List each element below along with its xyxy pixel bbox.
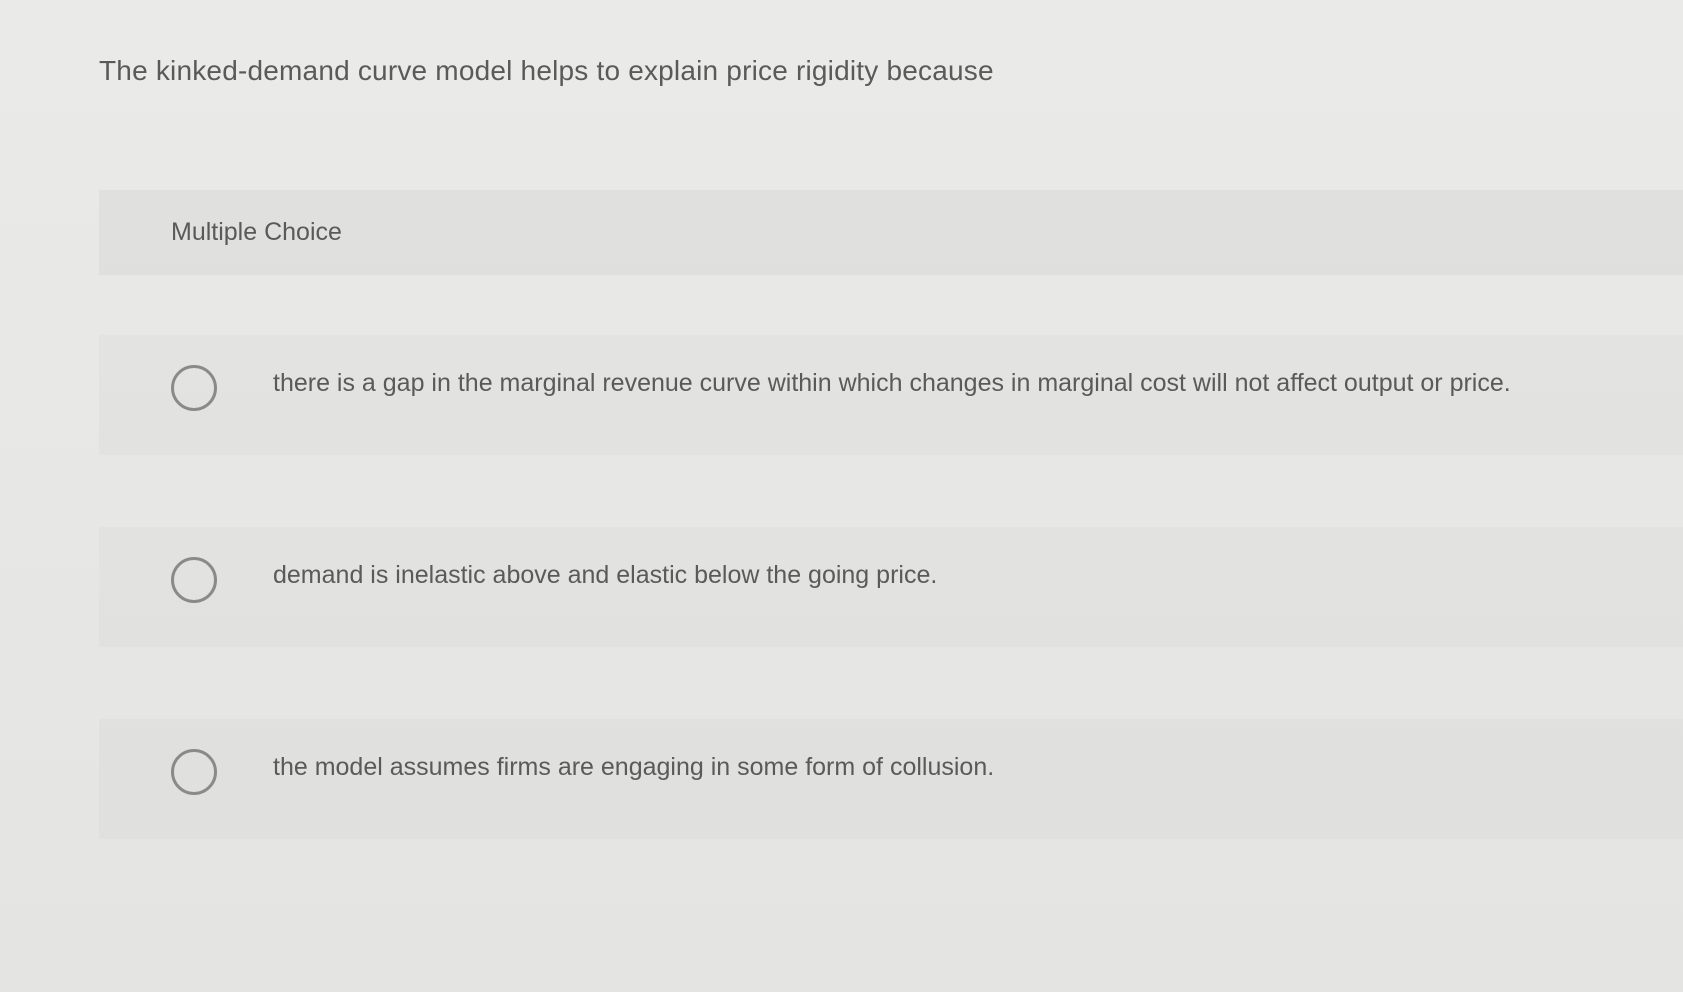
multiple-choice-container: Multiple Choice there is a gap in the ma… (99, 190, 1683, 839)
option-row[interactable]: the model assumes firms are engaging in … (99, 719, 1683, 839)
options-list: there is a gap in the marginal revenue c… (99, 275, 1683, 839)
radio-button[interactable] (171, 365, 217, 411)
option-text: demand is inelastic above and elastic be… (273, 555, 937, 596)
radio-button[interactable] (171, 557, 217, 603)
question-stem: The kinked-demand curve model helps to e… (99, 55, 994, 87)
radio-button[interactable] (171, 749, 217, 795)
option-text: there is a gap in the marginal revenue c… (273, 363, 1511, 404)
question-type-label: Multiple Choice (99, 190, 1683, 275)
quiz-page: The kinked-demand curve model helps to e… (0, 0, 1683, 992)
option-row[interactable]: demand is inelastic above and elastic be… (99, 527, 1683, 647)
option-text: the model assumes firms are engaging in … (273, 747, 994, 788)
option-row[interactable]: there is a gap in the marginal revenue c… (99, 335, 1683, 455)
